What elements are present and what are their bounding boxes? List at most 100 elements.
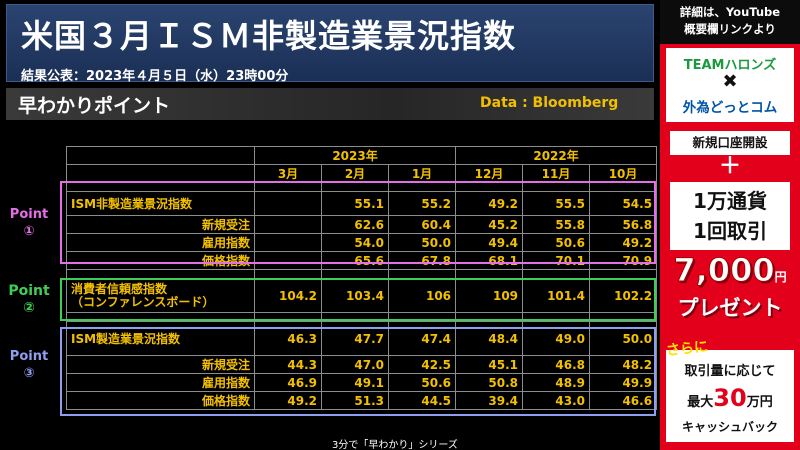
spacer-row [66, 269, 658, 279]
month-header: 3月 [254, 164, 322, 183]
point-number: ② [23, 300, 35, 316]
value-cell: 51.3 [321, 391, 389, 410]
banner-top-line1: 詳細は、YouTube [679, 5, 781, 19]
trade-condition-box: 1万通貨 1回取引 [670, 182, 790, 250]
table-row: 価格指数 49.2 51.3 44.5 39.4 43.0 46.6 [66, 391, 658, 410]
spacer-row [66, 182, 658, 192]
trade-condition-line1: 1万通貨 [693, 189, 767, 213]
cashback-prefix: 最大 [687, 395, 714, 410]
point-word: Point [9, 207, 49, 222]
row-label-line2: （コンファレンスボード） [71, 294, 215, 309]
value-cell: 48.4 [455, 321, 524, 356]
value-cell: 44.5 [387, 391, 457, 410]
month-header: 10月 [589, 164, 658, 183]
value-cell: 50.6 [387, 373, 457, 392]
value-cell: 62.6 [321, 215, 389, 234]
month-header: 12月 [455, 164, 524, 183]
value-cell: 49.2 [455, 191, 524, 216]
point3-label: Point ③ [4, 348, 54, 382]
team-harons-logo: TEAMハロンズ [683, 58, 777, 73]
value-cell: 49.4 [455, 233, 524, 252]
row-label: ISM非製造業景況指数 [66, 191, 255, 216]
cashback-suffix: 万円 [746, 395, 773, 410]
value-cell: 55.8 [522, 215, 591, 234]
row-label: ISM製造業景況指数 [66, 321, 255, 356]
table-row: ISM製造業景況指数 46.3 47.7 47.4 48.4 49.0 50.0 [66, 321, 658, 356]
spacer-row [66, 312, 658, 322]
youtube-link-note: 詳細は、YouTube 概要欄リンクより [660, 0, 800, 44]
account-open-label: 新規口座開設 [670, 131, 790, 155]
value-cell: 47.0 [321, 355, 389, 374]
value-cell: 104.2 [254, 278, 322, 313]
row-label: 雇用指数 [66, 373, 255, 392]
point-word: Point [8, 283, 50, 299]
value-cell: 109 [455, 278, 524, 313]
value-cell: 103.4 [321, 278, 389, 313]
value-cell: 68.1 [455, 251, 524, 270]
value-cell: 56.8 [589, 215, 658, 234]
value-cell: 50.8 [455, 373, 524, 392]
value-cell: 70.9 [589, 251, 658, 270]
table-row: 新規受注 62.6 60.4 45.2 55.8 56.8 [66, 215, 658, 234]
header-blank [66, 146, 255, 165]
row-label: 価格指数 [66, 251, 255, 270]
present-yen: 円 [774, 270, 787, 284]
point-bar: 早わかりポイント Data : Bloomberg [6, 88, 654, 120]
value-cell: 49.1 [321, 373, 389, 392]
value-cell: 46.3 [254, 321, 322, 356]
promo-banner[interactable]: 詳細は、YouTube 概要欄リンクより TEAMハロンズ ✖ 外為どっとコム … [660, 0, 800, 450]
table-row: 価格指数 65.6 67.8 68.1 70.1 70.9 [66, 251, 658, 270]
point-number: ① [23, 224, 35, 239]
gaitame-logo: 外為どっとコム [682, 100, 778, 116]
value-cell: 102.2 [589, 278, 658, 313]
value-cell: 54.5 [589, 191, 658, 216]
plus-icon: ＋ [718, 154, 741, 179]
value-cell: 46.9 [254, 373, 322, 392]
value-cell: 50.0 [387, 233, 457, 252]
value-cell: 55.5 [522, 191, 591, 216]
cashback-line1: 取引量に応じて [684, 364, 776, 379]
partner-logo: TEAMハロンズ ✖ 外為どっとコム [666, 48, 794, 122]
row-label-line1: 消費者信頼感指数 [71, 281, 168, 296]
value-cell: 54.0 [321, 233, 389, 252]
value-cell: 49.2 [589, 233, 658, 252]
present-word: プレゼント [677, 296, 783, 320]
indicator-table: 2023年 2022年 3月 2月 1月 12月 11月 10月 ISM非製造業… [66, 146, 658, 410]
point-word: Point [9, 349, 49, 364]
value-cell: 101.4 [522, 278, 591, 313]
row-label: 新規受注 [66, 215, 255, 234]
month-header: 11月 [522, 164, 591, 183]
value-cell: 42.5 [387, 355, 457, 374]
point-bar-title: 早わかりポイント [18, 95, 171, 117]
point1-label: Point ① [4, 206, 54, 240]
value-cell: 44.3 [254, 355, 322, 374]
cashback-amount: 30 [713, 384, 747, 412]
value-cell: 50.6 [522, 233, 591, 252]
value-cell: 45.1 [455, 355, 524, 374]
release-datetime: 結果公表：2023年４月５日（水）23時00分 [21, 69, 289, 84]
page-title: 米国３月ＩＳＭ非製造業景況指数 [21, 17, 517, 55]
value-cell: 49.2 [254, 391, 322, 410]
table-row: ISM非製造業景況指数 55.1 55.2 49.2 55.5 54.5 [66, 191, 658, 216]
cashback-line3: キャッシュバック [681, 420, 778, 434]
point2-label: Point ② [4, 283, 54, 317]
value-cell: 70.1 [522, 251, 591, 270]
title-panel: 米国３月ＩＳＭ非製造業景況指数 結果公表：2023年４月５日（水）23時00分 [6, 4, 654, 84]
banner-top-line2: 概要欄リンクより [684, 22, 776, 36]
value-cell [254, 191, 322, 216]
value-cell: 55.1 [321, 191, 389, 216]
row-label: 新規受注 [66, 355, 255, 374]
value-cell: 45.2 [455, 215, 524, 234]
header-blank [66, 164, 255, 183]
present-amount: 7,000円 [660, 250, 800, 297]
trade-condition-line2: 1回取引 [693, 219, 767, 243]
present-amount-value: 7,000 [673, 251, 775, 290]
month-header-row: 3月 2月 1月 12月 11月 10月 [66, 164, 658, 183]
month-header: 2月 [321, 164, 389, 183]
value-cell [254, 215, 322, 234]
value-cell: 67.8 [387, 251, 457, 270]
row-label: 消費者信頼感指数 （コンファレンスボード） [66, 278, 255, 313]
series-footer: 3分で「早わかり」シリーズ [332, 440, 458, 450]
value-cell: 43.0 [522, 391, 591, 410]
value-cell: 65.6 [321, 251, 389, 270]
